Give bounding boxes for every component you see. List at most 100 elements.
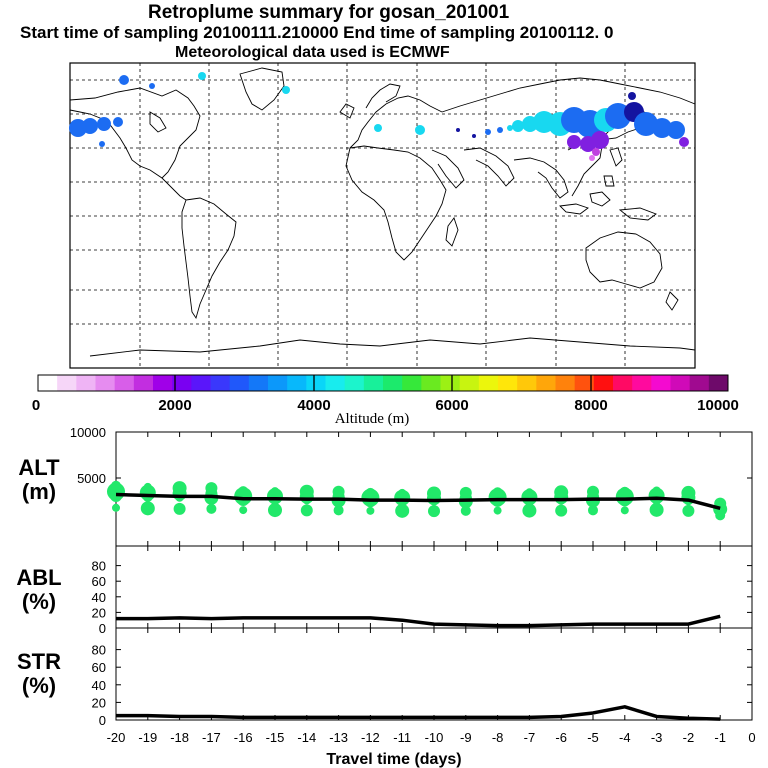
plume-dot [512,120,524,132]
altitude-point [649,502,664,517]
altitude-point [681,485,696,500]
plume-dot [497,127,503,133]
colorbar-swatch [402,375,422,391]
colorbar-swatch [344,375,365,391]
x-tick-label: 0 [748,730,755,745]
colorbar-swatch [268,375,288,391]
altitude-point [143,482,152,491]
x-tick-label: -14 [297,730,316,745]
series-line [116,614,721,628]
x-tick-label: -11 [393,730,411,745]
plume-dot [591,131,609,149]
colorbar-swatch [651,375,671,391]
x-tick-label: -7 [524,730,536,745]
plume-dot [415,125,425,135]
alt-panel-label: ALT (m) [4,456,74,504]
retroplume-symbols [69,72,689,161]
altitude-point [366,506,375,515]
x-tick-label: -5 [587,730,599,745]
colorbar-label: Altitude (m) [335,411,410,427]
x-tick-label: -1 [714,730,726,745]
colorbar-swatch [133,375,154,391]
abl-label-unit: (%) [21,589,57,614]
plume-dot [282,86,290,94]
coastlines [69,67,696,357]
colorbar-swatch [517,375,537,391]
colorbar-swatch [95,375,116,391]
colorbar-swatch [306,375,326,391]
altitude-point [172,481,187,496]
y-tick-label: 80 [92,559,106,574]
altitude-point [111,480,121,491]
plume-dot [472,134,476,138]
plume-dot [374,124,382,132]
colorbar-swatch [440,375,461,391]
colorbar-swatch [613,375,633,391]
colorbar-swatch [689,375,710,391]
altitude-point [333,505,344,516]
colorbar-tick: 10000 [697,397,739,414]
altitude-point [239,506,248,515]
altitude-point [620,506,629,515]
altitude-point [271,487,279,496]
x-tick-label: -17 [202,730,221,745]
colorbar-swatch [478,375,499,391]
altitude-point [398,488,407,497]
x-tick-label: -2 [683,730,695,745]
altitude-colorbar [37,374,729,392]
page-title: Retroplume summary for gosan_201001 [148,2,510,23]
altitude-point [619,486,630,497]
altitude-point [428,505,440,518]
x-tick-label: -19 [138,730,157,745]
colorbar-swatch [325,375,346,391]
x-tick-label: -8 [492,730,504,745]
colorbar-swatch [574,375,595,391]
colorbar-tick: 8000 [574,397,607,414]
altitude-point [268,503,282,518]
y-tick-label: 0 [99,621,106,636]
colorbar-swatch [172,375,192,391]
plume-dot [198,72,206,80]
y-tick-label: 10000 [70,425,106,440]
plume-dot [652,118,672,138]
plume-dot [679,137,689,147]
plume-dot [149,83,155,89]
plume-dot [507,125,513,131]
alt-label-name: ALT [18,455,60,480]
plume-dot [567,135,581,149]
alt-label-unit: (m) [21,479,57,504]
altitude-point [173,502,186,515]
altitude-point [492,487,503,498]
y-tick-label: 60 [92,660,106,675]
altitude-point [395,503,410,518]
colorbar-swatch [670,375,691,391]
abl-panel-label: ABL (%) [4,566,74,614]
altitude-point [365,487,376,498]
colorbar-swatch [76,375,96,391]
colorbar-border [37,374,729,392]
y-tick-label: 40 [92,678,106,693]
colorbar-swatch [363,375,384,391]
colorbar-swatch [229,375,250,391]
x-tick-label: -6 [555,730,567,745]
x-tick-label: -9 [460,730,472,745]
colorbar-swatch [708,375,729,391]
str-label-name: STR [17,649,61,674]
altitude-point [205,482,218,495]
colorbar-swatch [248,375,269,391]
altitude-point [682,504,695,517]
colorbar-tick-labels: 0 2000 4000 6000 8000 10000 [32,397,739,414]
y-tick-label: 20 [92,695,106,710]
colorbar-swatch [191,375,211,391]
world-map [69,62,696,369]
altitude-point [299,484,314,499]
x-tick-label: -3 [651,730,663,745]
colorbar-swatch [421,375,441,391]
colorbar-swatch [57,375,77,391]
series-line [115,492,721,511]
altitude-point [555,504,568,517]
altitude-point [522,503,537,518]
plume-dot [456,128,460,132]
sampling-time-line: Start time of sampling 20100111.210000 E… [20,23,614,42]
